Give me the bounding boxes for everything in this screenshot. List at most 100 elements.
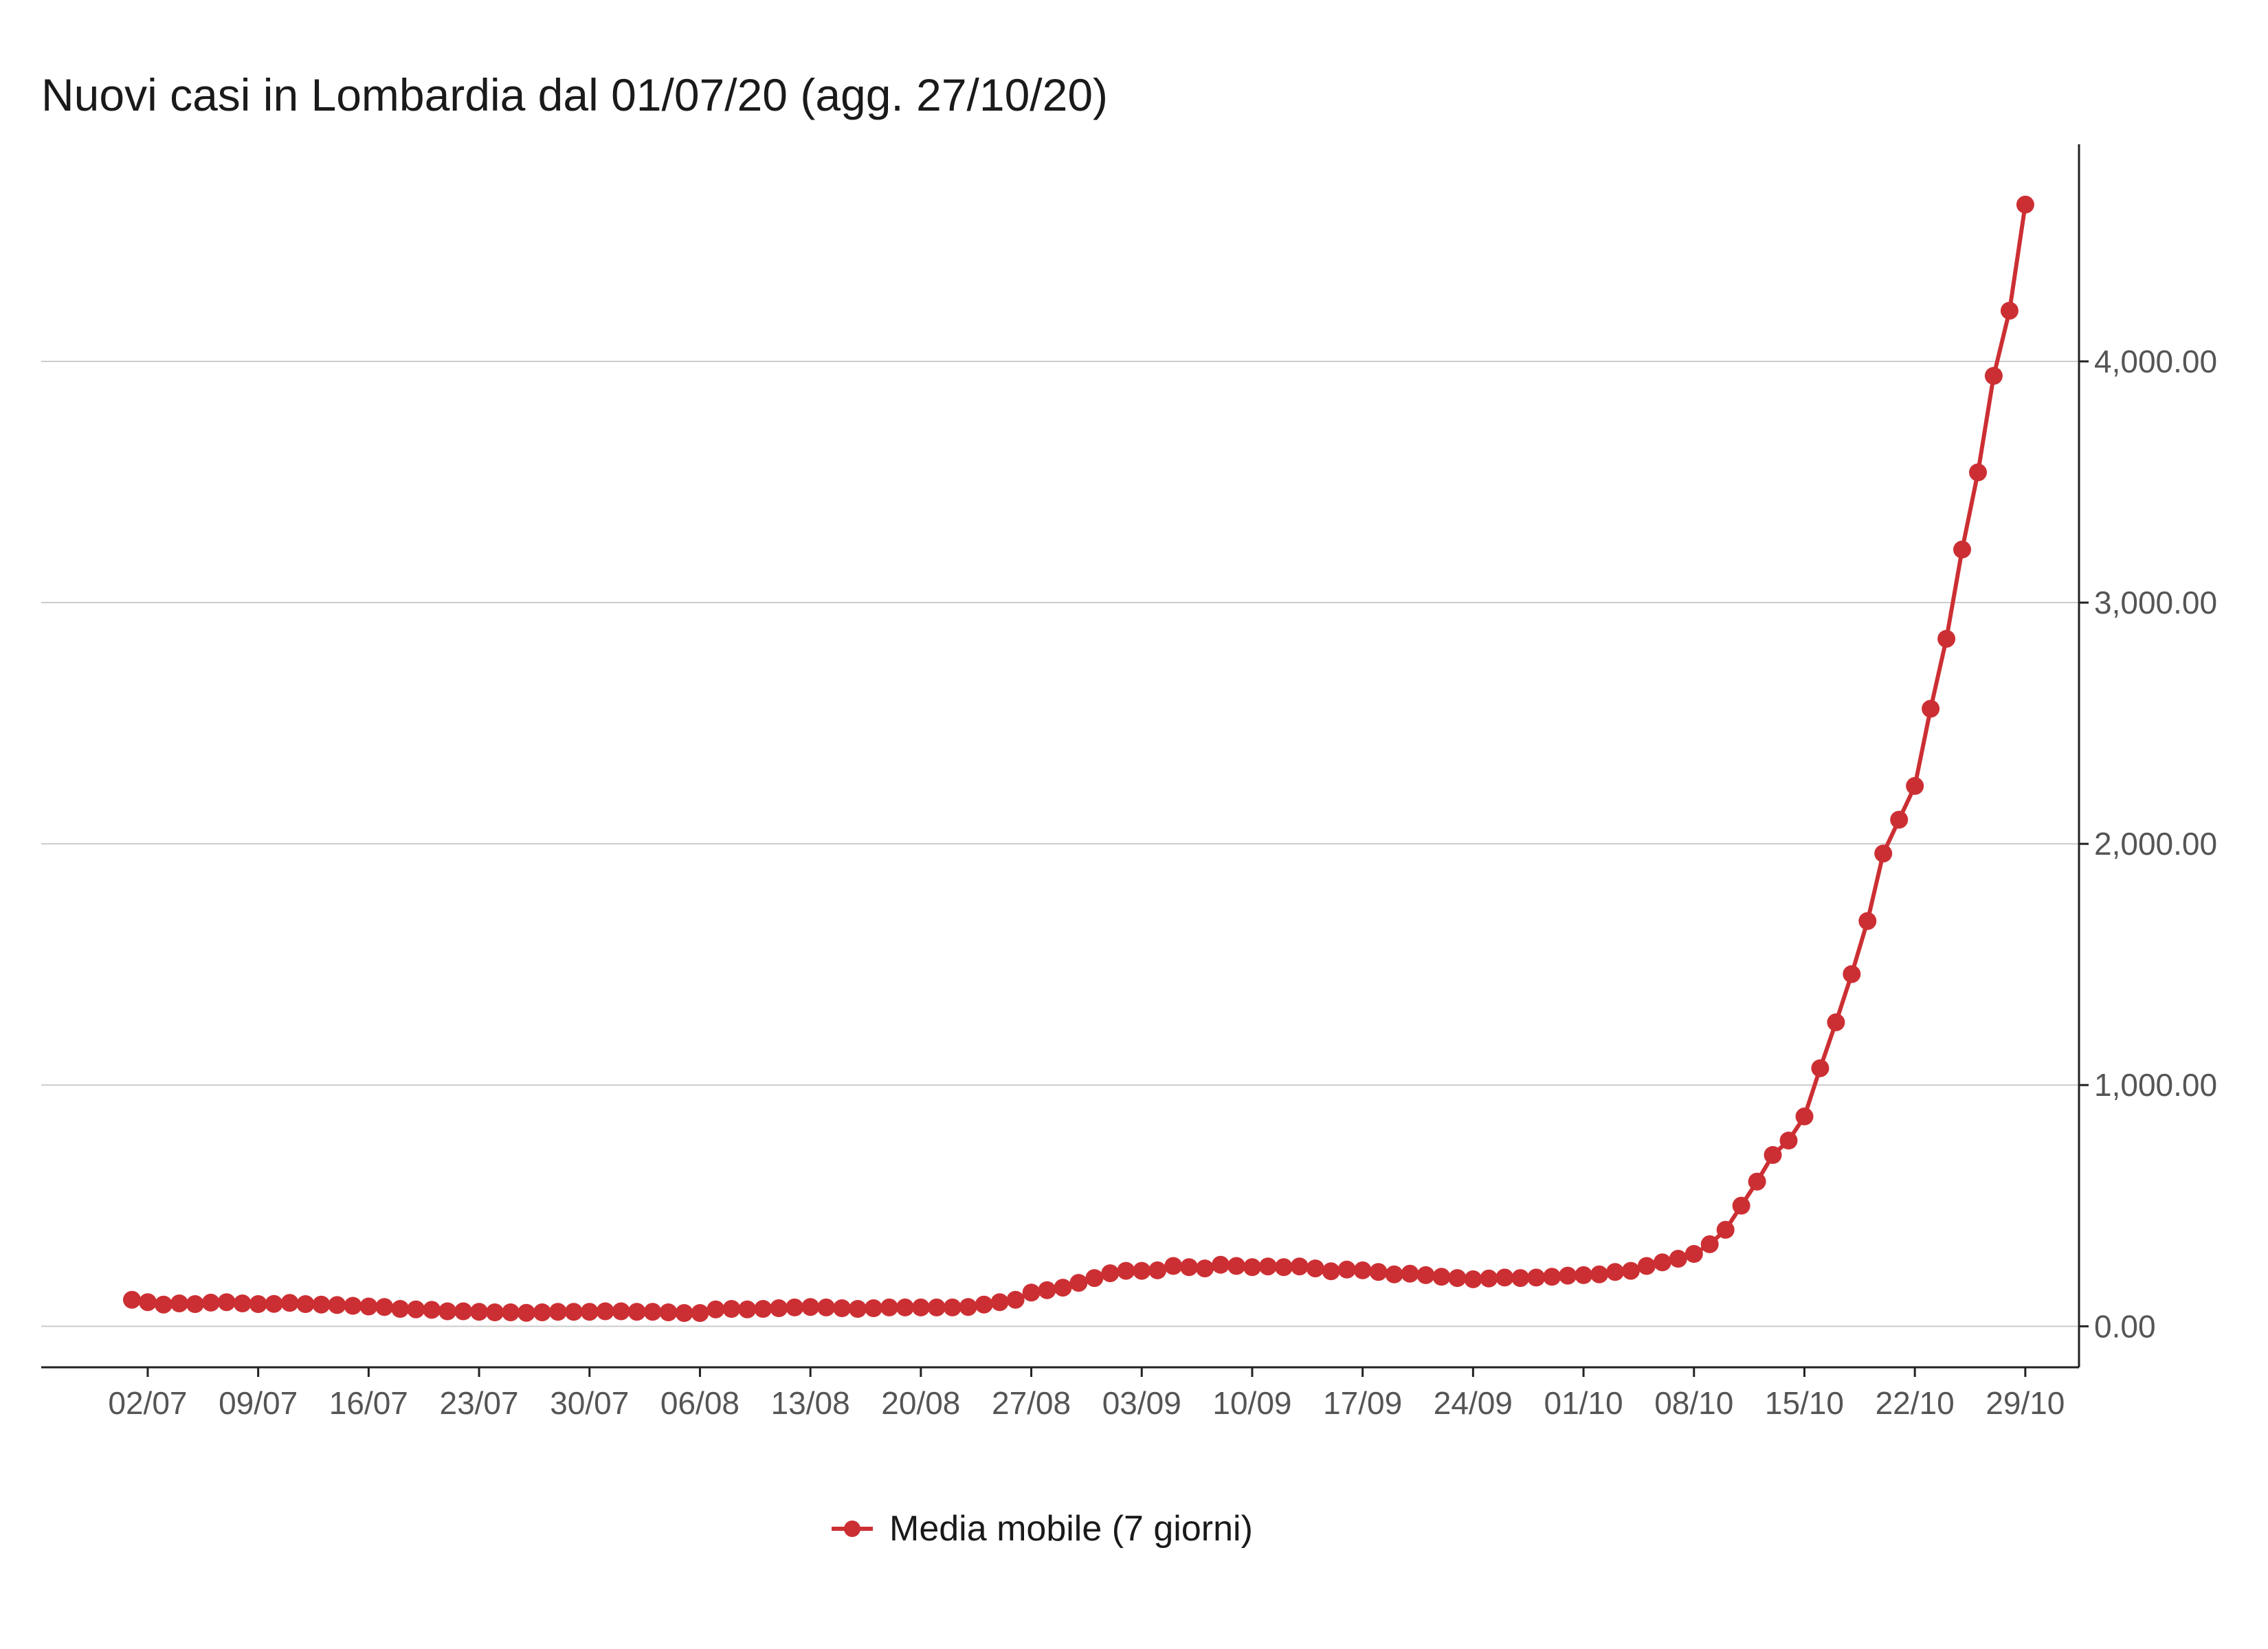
data-point (1732, 1196, 1750, 1215)
data-point (280, 1294, 299, 1312)
data-point (1575, 1266, 1593, 1284)
data-point (1369, 1263, 1388, 1281)
data-point (1969, 463, 1987, 482)
data-point (1180, 1258, 1199, 1277)
data-point (328, 1296, 346, 1314)
data-point (927, 1298, 946, 1316)
data-point (1006, 1290, 1025, 1309)
data-point (959, 1298, 977, 1316)
data-point (1858, 912, 1877, 930)
x-tick-label: 10/09 (1212, 1385, 1291, 1421)
series-layer (123, 195, 2034, 1322)
x-tick-label: 24/09 (1434, 1385, 1513, 1421)
data-point (1038, 1281, 1056, 1299)
x-tick-label: 08/10 (1654, 1385, 1733, 1421)
data-point (817, 1298, 836, 1316)
data-point (517, 1303, 535, 1322)
data-point (1827, 1013, 1845, 1031)
data-point (1432, 1268, 1451, 1286)
data-point (754, 1300, 772, 1318)
data-point (265, 1294, 283, 1313)
data-point (1322, 1262, 1340, 1281)
chart-title: Nuovi casi in Lombardia dal 01/07/20 (ag… (41, 69, 1108, 120)
x-tick-label: 30/07 (550, 1385, 629, 1421)
data-point (1385, 1265, 1403, 1283)
data-point (344, 1297, 362, 1315)
data-point (1496, 1268, 1514, 1287)
x-tick-label: 22/10 (1876, 1385, 1955, 1421)
legend-swatch (832, 1521, 873, 1537)
data-point (1480, 1269, 1498, 1288)
data-point (1054, 1279, 1072, 1297)
data-point (1133, 1261, 1151, 1280)
data-point (201, 1293, 220, 1312)
data-point (1196, 1259, 1214, 1278)
data-point (296, 1295, 315, 1313)
data-point (1922, 699, 1940, 718)
data-point (1337, 1260, 1356, 1279)
y-tick-label: 0.00 (2094, 1308, 2156, 1344)
data-point (659, 1303, 678, 1321)
data-point (359, 1297, 378, 1316)
data-point (1290, 1257, 1309, 1276)
x-tick-label: 17/09 (1323, 1385, 1402, 1421)
data-point (1164, 1257, 1183, 1275)
data-point (1669, 1250, 1687, 1268)
x-tick-label: 03/09 (1102, 1385, 1181, 1421)
data-point (233, 1294, 252, 1312)
x-tick-label: 16/07 (329, 1385, 408, 1421)
x-tick-label: 27/08 (992, 1385, 1071, 1421)
x-tick-label: 01/10 (1544, 1385, 1623, 1421)
data-point (1937, 629, 1956, 648)
data-point (596, 1302, 614, 1321)
data-point (691, 1304, 709, 1322)
data-point (786, 1298, 804, 1316)
data-point (896, 1298, 914, 1316)
data-point (548, 1303, 567, 1321)
data-point (1306, 1259, 1324, 1278)
data-point (1227, 1257, 1245, 1275)
legend: Media mobile (7 giorni) (832, 1508, 1253, 1549)
data-point (1274, 1258, 1293, 1277)
x-axis-ticks: 02/07 09/07 16/07 23/07 30/07 06/08 13/08 20/08… (108, 1367, 2065, 1421)
data-point (1890, 811, 1909, 829)
y-tick-label: 2,000.00 (2094, 826, 2217, 862)
data-point (1748, 1172, 1766, 1191)
data-point (580, 1303, 599, 1321)
data-point (2000, 302, 2019, 320)
series-line (131, 204, 2027, 1315)
y-axis-ticks: 0.00 1,000.00 2,000.00 3,000.00 4,000.00 (2079, 344, 2217, 1344)
axes (41, 144, 2080, 1369)
data-point (1401, 1264, 1419, 1283)
x-tick-label: 13/08 (771, 1385, 850, 1421)
data-point (1653, 1253, 1671, 1272)
data-point (217, 1293, 236, 1312)
data-point (1779, 1132, 1798, 1149)
data-point (1117, 1261, 1135, 1280)
data-point (502, 1303, 520, 1321)
data-point (1448, 1269, 1467, 1288)
data-point (880, 1298, 898, 1316)
data-point (2016, 195, 2034, 214)
data-point (312, 1295, 331, 1314)
data-point (833, 1299, 852, 1317)
data-point (1700, 1235, 1719, 1253)
data-point (1243, 1258, 1261, 1277)
data-point (391, 1300, 410, 1318)
data-point (1022, 1283, 1041, 1302)
data-point (943, 1298, 961, 1316)
data-point (1984, 367, 2003, 385)
data-point (1543, 1268, 1561, 1286)
data-point (1843, 965, 1861, 983)
data-point (564, 1303, 583, 1321)
data-point (1795, 1107, 1814, 1125)
data-point (722, 1300, 741, 1318)
data-point (1637, 1257, 1656, 1275)
data-point (1148, 1261, 1167, 1279)
data-point (990, 1293, 1009, 1312)
x-tick-label: 09/07 (219, 1385, 298, 1421)
data-point (375, 1298, 394, 1316)
y-tick-label: 3,000.00 (2094, 585, 2217, 620)
data-point (407, 1300, 425, 1319)
